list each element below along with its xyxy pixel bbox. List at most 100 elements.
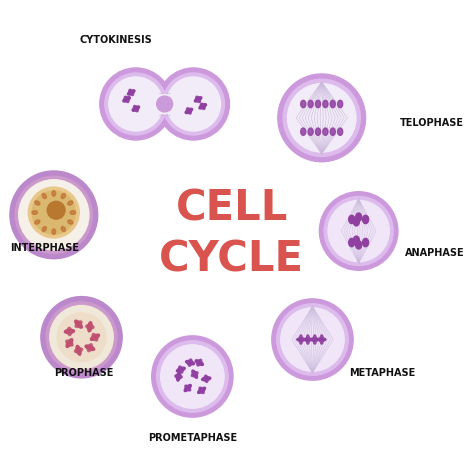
Ellipse shape (320, 335, 323, 344)
Circle shape (272, 299, 353, 381)
Circle shape (109, 78, 163, 131)
Ellipse shape (306, 335, 310, 344)
Ellipse shape (304, 338, 312, 341)
Ellipse shape (76, 346, 81, 356)
Ellipse shape (330, 129, 335, 136)
Ellipse shape (42, 194, 46, 199)
Ellipse shape (204, 375, 208, 382)
Ellipse shape (186, 108, 191, 115)
Circle shape (47, 202, 65, 219)
Circle shape (32, 192, 75, 235)
Ellipse shape (308, 101, 313, 108)
Circle shape (287, 84, 356, 153)
Ellipse shape (75, 320, 82, 328)
Text: CYTOKINESIS: CYTOKINESIS (80, 35, 153, 45)
Circle shape (324, 197, 393, 266)
Circle shape (328, 201, 389, 262)
Circle shape (161, 345, 224, 408)
Ellipse shape (192, 370, 198, 378)
Ellipse shape (353, 237, 359, 245)
Ellipse shape (123, 98, 130, 103)
Text: INTERPHASE: INTERPHASE (10, 243, 79, 253)
Text: TELOPHASE: TELOPHASE (400, 118, 464, 128)
Ellipse shape (86, 325, 94, 329)
Circle shape (152, 336, 233, 417)
Circle shape (281, 308, 344, 371)
Ellipse shape (128, 91, 135, 96)
Ellipse shape (353, 218, 359, 226)
Ellipse shape (316, 129, 320, 136)
Ellipse shape (184, 385, 191, 392)
Ellipse shape (310, 338, 319, 341)
Ellipse shape (337, 129, 343, 136)
Ellipse shape (316, 101, 320, 108)
Ellipse shape (159, 95, 170, 115)
Ellipse shape (299, 335, 302, 344)
Text: CYCLE: CYCLE (159, 238, 304, 280)
Ellipse shape (87, 344, 92, 352)
Ellipse shape (176, 368, 185, 372)
Circle shape (10, 172, 98, 259)
Ellipse shape (74, 348, 82, 353)
Ellipse shape (175, 375, 182, 379)
Circle shape (163, 74, 225, 136)
Ellipse shape (201, 104, 205, 110)
Ellipse shape (196, 97, 201, 103)
Ellipse shape (52, 229, 55, 235)
Circle shape (100, 69, 172, 141)
Circle shape (46, 302, 117, 373)
Circle shape (156, 341, 228, 413)
Ellipse shape (297, 338, 305, 341)
Ellipse shape (363, 239, 369, 247)
Ellipse shape (356, 241, 362, 250)
Circle shape (166, 78, 220, 131)
Ellipse shape (64, 330, 74, 334)
Circle shape (283, 80, 360, 157)
Ellipse shape (35, 201, 40, 206)
Ellipse shape (199, 388, 204, 394)
Ellipse shape (349, 239, 355, 247)
Ellipse shape (185, 109, 192, 114)
Ellipse shape (301, 101, 306, 108)
Circle shape (41, 297, 122, 378)
Ellipse shape (197, 360, 202, 366)
Ellipse shape (186, 361, 194, 365)
Text: PROMETAPHASE: PROMETAPHASE (148, 432, 237, 442)
Ellipse shape (88, 322, 92, 332)
Ellipse shape (85, 345, 95, 350)
Ellipse shape (179, 366, 183, 373)
Ellipse shape (66, 340, 73, 346)
Ellipse shape (188, 359, 192, 366)
Ellipse shape (198, 388, 206, 394)
Text: PROPHASE: PROPHASE (54, 367, 113, 377)
Text: ANAPHASE: ANAPHASE (405, 247, 465, 257)
Circle shape (277, 304, 348, 375)
Ellipse shape (323, 129, 328, 136)
Ellipse shape (191, 372, 198, 377)
Ellipse shape (66, 339, 73, 348)
Ellipse shape (35, 220, 40, 225)
Ellipse shape (349, 216, 355, 224)
Ellipse shape (67, 327, 72, 336)
Ellipse shape (61, 194, 65, 199)
Ellipse shape (195, 360, 203, 366)
Text: METAPHASE: METAPHASE (349, 367, 416, 377)
Ellipse shape (91, 334, 100, 341)
Ellipse shape (301, 129, 306, 136)
Ellipse shape (185, 385, 191, 391)
Ellipse shape (330, 101, 335, 108)
Ellipse shape (124, 97, 129, 103)
Ellipse shape (176, 372, 181, 381)
Circle shape (157, 97, 173, 113)
Ellipse shape (323, 101, 328, 108)
Ellipse shape (61, 227, 65, 232)
Circle shape (157, 69, 229, 141)
Circle shape (57, 313, 106, 362)
Ellipse shape (337, 101, 343, 108)
Ellipse shape (68, 220, 73, 225)
Circle shape (50, 306, 113, 369)
Ellipse shape (70, 211, 76, 215)
Ellipse shape (68, 201, 73, 206)
Circle shape (105, 74, 167, 136)
Ellipse shape (318, 338, 326, 341)
